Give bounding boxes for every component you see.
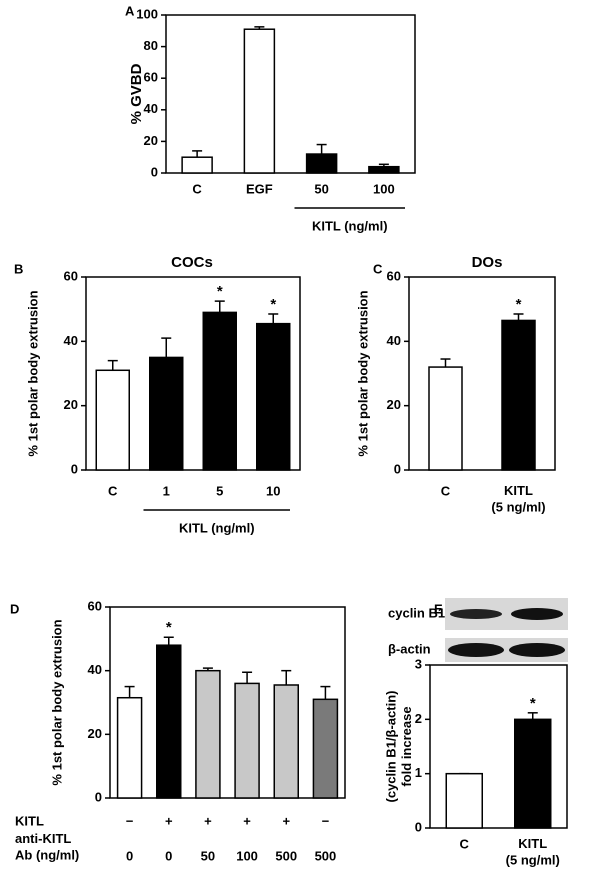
- y-tick-label: 60: [144, 70, 158, 85]
- x-tick-label: 0: [165, 848, 172, 863]
- treatment-label: +: [165, 813, 173, 828]
- x-tick-label: KITL (5 ng/ml): [506, 836, 560, 867]
- x-tick-label: C: [108, 483, 118, 498]
- chart-title: DOs: [472, 254, 503, 271]
- significance: *: [166, 619, 172, 636]
- x-tick-label: C: [192, 181, 202, 196]
- bar: [95, 369, 130, 471]
- x-tick-label: 0: [126, 848, 133, 863]
- x-tick-label: EGF: [246, 181, 273, 196]
- blot-band: [511, 608, 563, 620]
- x-tick-label: 500: [275, 848, 297, 863]
- group-label: KITL (ng/ml): [312, 218, 388, 233]
- panel-label: E: [434, 601, 443, 616]
- plot-frame: [85, 276, 301, 471]
- y-tick-label: 0: [95, 789, 102, 804]
- significance: *: [530, 695, 536, 712]
- y-tick-label: 20: [144, 133, 158, 148]
- x-tick-label: 50: [314, 181, 328, 196]
- y-tick-label: 40: [144, 101, 158, 116]
- y-tick-label: 20: [64, 397, 78, 412]
- y-tick-label: 1: [415, 765, 422, 780]
- treatment-label: +: [282, 813, 290, 828]
- plot-frame: [165, 14, 416, 174]
- y-axis-label: % 1st polar body extrusion: [25, 290, 40, 456]
- bar: [514, 718, 552, 829]
- y-tick-label: 100: [136, 6, 158, 21]
- y-tick-label: 3: [415, 656, 422, 671]
- y-tick-label: 20: [88, 726, 102, 741]
- bar: [368, 165, 400, 174]
- blot-band: [509, 643, 565, 657]
- significance: *: [217, 283, 223, 300]
- blot-band: [450, 609, 502, 619]
- bar: [273, 684, 299, 799]
- x-tick-label: 50: [201, 848, 215, 863]
- panel-label: D: [10, 601, 19, 616]
- y-tick-label: 60: [387, 268, 401, 283]
- bar: [305, 153, 338, 174]
- panel-label: C: [373, 261, 383, 276]
- y-tick-label: 0: [151, 164, 158, 179]
- x-tick-label: C: [460, 836, 470, 851]
- bar: [445, 772, 483, 829]
- y-axis-label: % 1st polar body extrusion: [355, 290, 370, 456]
- significance: *: [516, 296, 522, 313]
- y-tick-label: 80: [144, 38, 158, 53]
- x-tick-label: KITL (5 ng/ml): [491, 483, 545, 514]
- y-tick-label: 60: [64, 268, 78, 283]
- bar: [116, 696, 143, 799]
- bar: [149, 356, 184, 471]
- x-tick-label: C: [441, 483, 451, 498]
- bar: [234, 682, 260, 799]
- x-tick-label: 10: [266, 483, 280, 498]
- treatment-label: −: [322, 813, 330, 828]
- x-tick-label: 1: [163, 483, 170, 498]
- y-tick-label: 0: [415, 819, 422, 834]
- y-tick-label: 20: [387, 397, 401, 412]
- x-tick-label: 100: [373, 181, 395, 196]
- blot-band: [448, 643, 504, 657]
- y-tick-label: 40: [387, 333, 401, 348]
- bar: [181, 156, 213, 174]
- treatment-label: +: [204, 813, 212, 828]
- bar: [243, 28, 276, 174]
- y-axis-label: % 1st polar body extrusion: [49, 619, 64, 785]
- bar: [195, 669, 221, 799]
- x-tick-label: 5: [216, 483, 223, 498]
- y-tick-label: 40: [88, 662, 102, 677]
- y-tick-label: 60: [88, 598, 102, 613]
- y-tick-label: 0: [71, 461, 78, 476]
- row-label: KITL: [15, 813, 44, 828]
- group-label: KITL (ng/ml): [179, 520, 255, 535]
- y-tick-label: 0: [394, 461, 401, 476]
- bar: [501, 319, 536, 471]
- significance: *: [270, 296, 276, 313]
- row-label: anti-KITL Ab (ng/ml): [15, 831, 79, 862]
- treatment-label: −: [126, 813, 134, 828]
- plot-frame: [109, 606, 346, 799]
- plot-frame: [408, 276, 556, 471]
- panel-label: B: [14, 261, 23, 276]
- blot-label: cyclin B1: [388, 605, 445, 620]
- bar: [312, 698, 339, 799]
- blot-label: β-actin: [388, 641, 431, 656]
- treatment-label: +: [243, 813, 251, 828]
- plot-frame: [429, 664, 568, 829]
- y-tick-label: 2: [415, 711, 422, 726]
- x-tick-label: 100: [236, 848, 258, 863]
- y-tick-label: 40: [64, 333, 78, 348]
- bar: [256, 322, 291, 471]
- bar: [202, 311, 237, 471]
- chart-title: COCs: [171, 254, 213, 271]
- bar: [156, 644, 182, 799]
- bar: [428, 366, 463, 471]
- panel-label: A: [125, 3, 135, 18]
- x-tick-label: 500: [315, 848, 337, 863]
- y-axis-label: fold increase(cyclin B1/β-actin): [384, 691, 415, 803]
- y-axis-label: % GVBD: [128, 63, 145, 124]
